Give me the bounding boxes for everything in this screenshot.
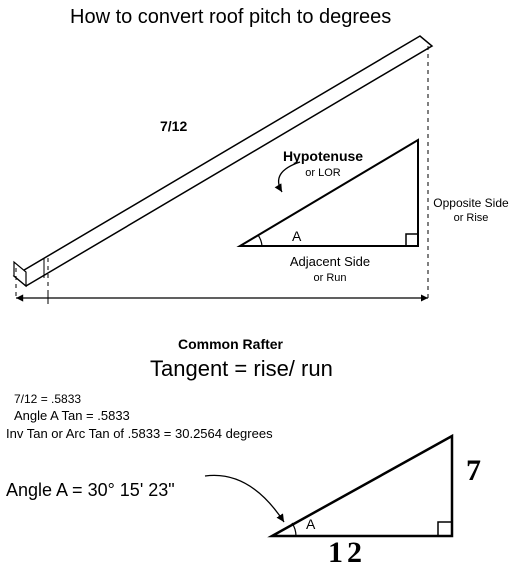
opposite-label: Opposite Side or Rise: [432, 196, 510, 226]
page-title: How to convert roof pitch to degrees: [70, 6, 391, 29]
pitch-label: 7/12: [160, 118, 187, 134]
lower-angle-label: A: [306, 516, 315, 532]
run-value: 12: [328, 536, 366, 570]
calc-line-2: Angle A Tan = .5833: [14, 408, 130, 423]
result-arrow: [205, 475, 284, 522]
lower-triangle: [272, 436, 452, 536]
rise-value: 7: [466, 454, 481, 488]
hypotenuse-label: Hypotenuse or LOR: [268, 148, 378, 180]
formula: Tangent = rise/ run: [150, 356, 333, 382]
calc-line-3: Inv Tan or Arc Tan of .5833 = 30.2564 de…: [6, 426, 273, 441]
calc-line-1: 7/12 = .5833: [14, 392, 81, 406]
result-line: Angle A = 30° 15' 23": [6, 480, 175, 501]
adjacent-label: Adjacent Side or Run: [270, 254, 390, 285]
upper-angle-label: A: [292, 228, 301, 244]
section-title: Common Rafter: [178, 336, 283, 352]
